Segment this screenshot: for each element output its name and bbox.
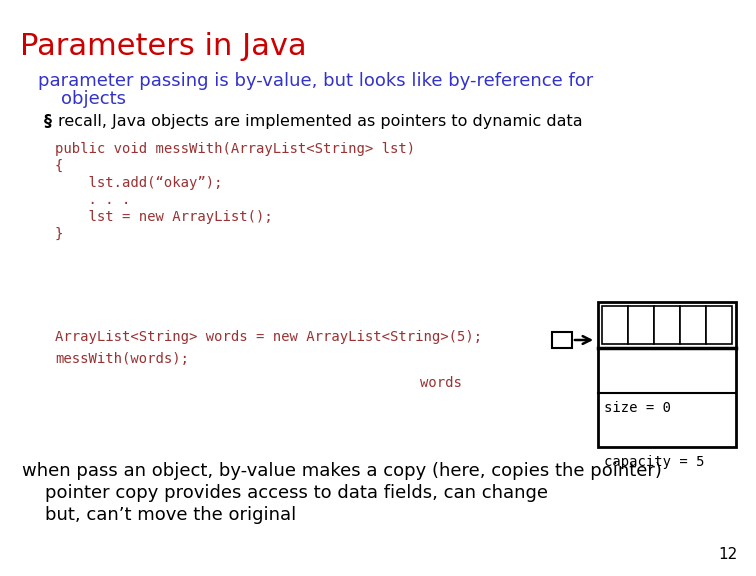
Text: lst.add(“okay”);: lst.add(“okay”); <box>55 176 222 190</box>
Bar <box>706 306 732 344</box>
Text: parameter passing is by-value, but looks like by-reference for: parameter passing is by-value, but looks… <box>38 72 593 90</box>
Text: {: { <box>55 159 64 173</box>
Text: when pass an object, by-value makes a copy (here, copies the pointer): when pass an object, by-value makes a co… <box>22 462 662 480</box>
Bar <box>628 306 654 344</box>
Bar <box>552 332 572 348</box>
Text: lst = new ArrayList();: lst = new ArrayList(); <box>55 210 273 224</box>
Bar <box>680 306 706 344</box>
Text: recall, Java objects are implemented as pointers to dynamic data: recall, Java objects are implemented as … <box>58 114 583 129</box>
Text: . . .: . . . <box>55 193 130 207</box>
Text: }: } <box>55 227 64 241</box>
Text: 12: 12 <box>719 547 738 562</box>
Bar <box>598 302 736 447</box>
Text: Parameters in Java: Parameters in Java <box>20 32 307 61</box>
Text: §: § <box>44 114 52 129</box>
Text: capacity = 5: capacity = 5 <box>604 455 705 469</box>
Text: size = 0: size = 0 <box>604 401 671 415</box>
Bar <box>602 306 628 344</box>
Text: public void messWith(ArrayList<String> lst): public void messWith(ArrayList<String> l… <box>55 142 415 156</box>
Text: words: words <box>420 376 462 390</box>
Text: messWith(words);: messWith(words); <box>55 352 189 366</box>
Text: pointer copy provides access to data fields, can change: pointer copy provides access to data fie… <box>22 484 548 502</box>
Text: ArrayList<String> words = new ArrayList<String>(5);: ArrayList<String> words = new ArrayList<… <box>55 330 482 344</box>
FancyArrowPatch shape <box>575 336 590 344</box>
Text: but, can’t move the original: but, can’t move the original <box>22 506 296 524</box>
Text: objects: objects <box>38 90 126 108</box>
Bar <box>654 306 680 344</box>
